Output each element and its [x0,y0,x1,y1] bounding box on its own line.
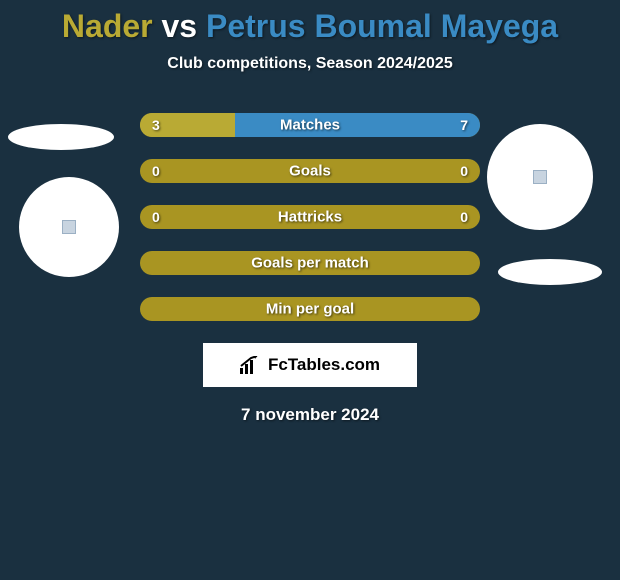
stat-value-left: 0 [152,163,160,179]
stats-bars: 3 7 Matches 0 0 Goals 0 0 Hattricks Goals per mat… [140,113,480,321]
stat-bar: Goals per match [140,251,480,275]
flag-icon [533,170,547,184]
page-title: Nader vs Petrus Boumal Mayega [0,0,620,45]
stat-bar: 3 7 Matches [140,113,480,137]
decorative-ellipse-left [8,124,114,150]
vs-text: vs [153,8,206,44]
date-text: 7 november 2024 [0,405,620,425]
player1-name: Nader [62,8,153,44]
stat-value-left: 3 [152,117,160,133]
stat-label: Hattricks [278,209,342,226]
stat-label: Goals [289,163,331,180]
stat-label: Goals per match [251,255,369,272]
bar-fill-right [235,113,480,137]
stat-bar: 0 0 Goals [140,159,480,183]
stat-value-right: 0 [460,163,468,179]
stat-bar: 0 0 Hattricks [140,205,480,229]
stat-value-right: 0 [460,209,468,225]
player1-avatar [19,177,119,277]
stat-label: Min per goal [266,301,354,318]
player2-avatar [487,124,593,230]
player2-name: Petrus Boumal Mayega [206,8,558,44]
chart-icon [240,356,262,374]
decorative-ellipse-right [498,259,602,285]
stat-bar: Min per goal [140,297,480,321]
flag-icon [62,220,76,234]
subtitle: Club competitions, Season 2024/2025 [0,55,620,73]
brand-text: FcTables.com [268,355,380,375]
brand-box: FcTables.com [203,343,417,387]
stat-label: Matches [280,117,340,134]
stat-value-right: 7 [460,117,468,133]
stat-value-left: 0 [152,209,160,225]
